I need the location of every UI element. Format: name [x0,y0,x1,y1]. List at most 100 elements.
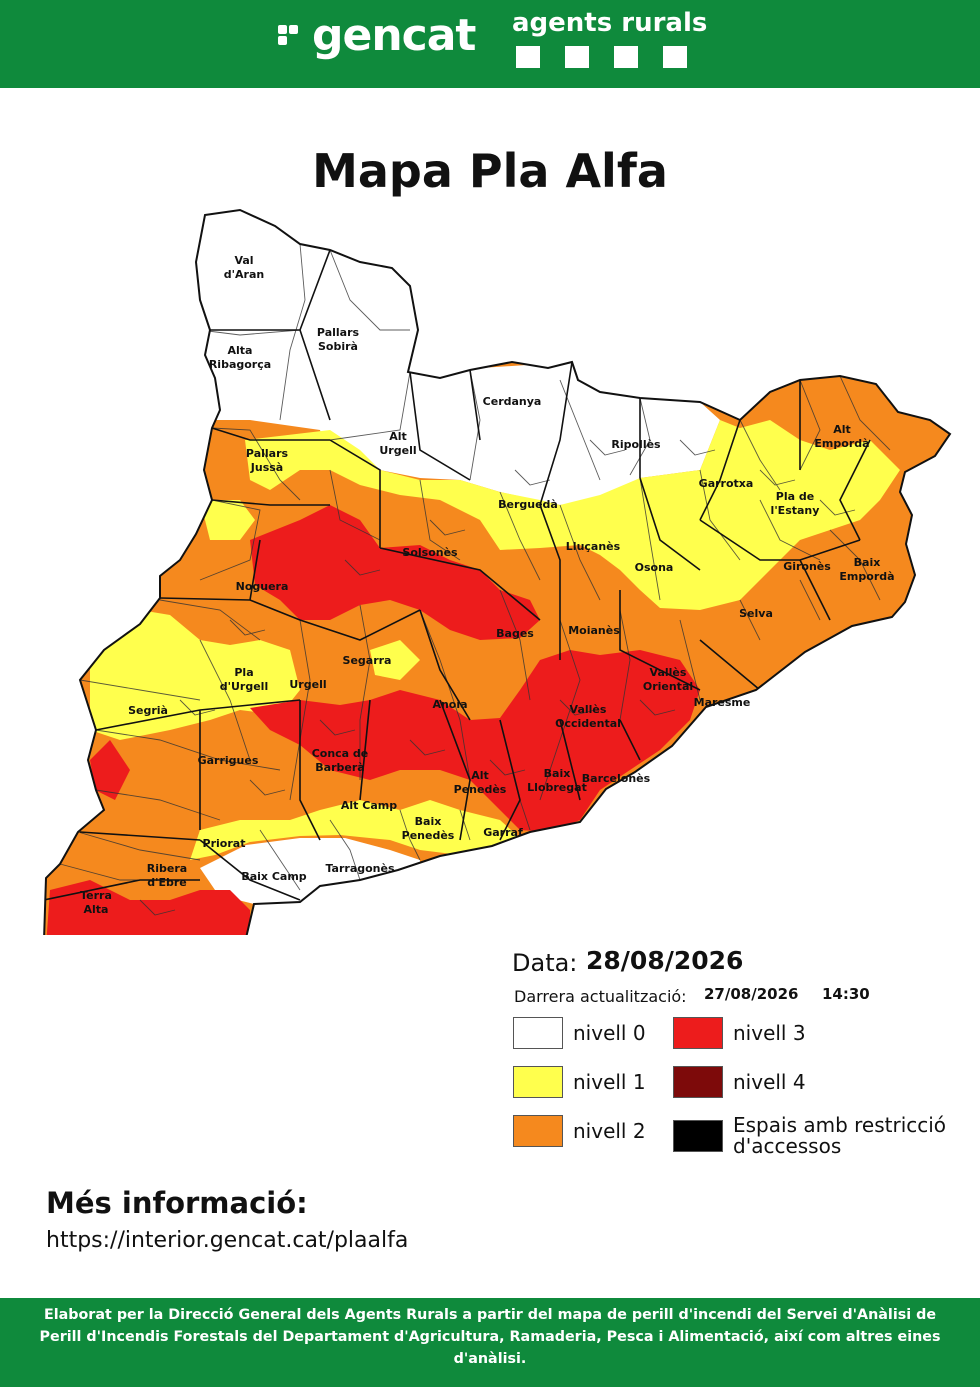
region-label: Barcelonès [582,772,651,785]
region-label: Garraf [483,826,523,839]
region-label: Cerdanya [483,395,542,408]
region-label-line: Baix [854,556,881,569]
region-label-line: Penedès [402,829,455,842]
region-label-line: Llobregat [527,781,587,794]
region-label-line: Pallars [246,447,289,460]
region-label: Ribera d'Ebre [147,862,187,889]
region-label-line: Garrotxa [699,477,754,490]
region-label-line: Cerdanya [483,395,542,408]
region-label-line: Occidental [555,717,621,730]
region-label: Moianès [568,624,620,637]
region-label-line: Gironès [783,560,831,573]
more-info-title: Més informació: [46,1186,308,1220]
region-label: Tarragonès [325,862,395,875]
legend-swatch-level-0 [513,1017,563,1049]
region-label: Alt Urgell [379,430,416,457]
region-label: Garrigues [198,754,259,767]
legend-item-level-4: nivell 4 [673,1066,806,1098]
region-label-line: Ripollès [611,438,661,451]
region-label: Solsonès [402,546,458,559]
region-label: Baix Empordà [839,556,894,583]
legend-item-level-3: nivell 3 [673,1017,806,1049]
region-label: Pla d'Urgell [220,666,268,693]
region-label: Priorat [203,837,246,850]
agents-rurals-title: agents rurals [512,8,708,38]
agents-rurals-squares-icon [516,46,687,68]
region-label-line: Solsonès [402,546,458,559]
region-label: Osona [635,561,674,574]
region-label-line: Garrigues [198,754,259,767]
region-label: Pallars Jussà [246,447,289,474]
region-label-line: Alta [84,903,109,916]
date-label: Data: [512,949,578,977]
region-label-line: Vallès [570,703,607,716]
region-label-line: Segrià [128,704,168,717]
region-label-line: Baix [544,767,571,780]
region-label-line: Barberà [315,761,364,774]
footer-bar: Elaborat per la Direcció General dels Ag… [0,1298,980,1387]
region-label: Baix Camp [241,870,306,883]
region-label-line: Tarragonès [325,862,395,875]
region-label: Vallès Oriental [643,666,693,693]
region-label: Val d'Aran [224,254,264,281]
region-label: Pallars Sobirà [317,326,360,353]
region-label-line: Penedès [454,783,507,796]
region-label-line: Osona [635,561,674,574]
region-label-line: Bages [496,627,534,640]
legend-label: nivell 0 [573,1020,646,1045]
legend-item-level-2: nivell 2 [513,1115,646,1147]
region-label: Lluçanès [566,540,621,553]
last-update-time: 14:30 [822,985,870,1003]
region-label-line: Oriental [643,680,693,693]
region-label: Garrotxa [699,477,754,490]
region-label: Vallès Occidental [555,703,621,730]
region-label-line: Noguera [236,580,289,593]
legend-label: nivell 1 [573,1069,646,1094]
region-label-line: Berguedà [498,498,558,511]
last-update-date: 27/08/2026 [704,985,799,1003]
last-update-label: Darrera actualització: [514,987,687,1006]
region-label: Urgell [289,678,326,691]
region-label: Ripollès [611,438,661,451]
region-label: Alt Penedès [454,769,507,796]
region-label: Segarra [343,654,392,667]
region-label-line: Anoia [432,698,467,711]
region-label-line: Baix [415,815,442,828]
footer-text-line: Elaborat per la Direcció General dels Ag… [43,1307,937,1323]
region-label-line: Lluçanès [566,540,621,553]
region-label: Baix Llobregat [527,767,587,794]
region-label-line: Empordà [839,570,894,583]
gencat-logo-icon [278,21,304,51]
footer-text-line: Perill d'Incendis Forestals del Departam… [39,1329,941,1345]
legend-swatch-level-1 [513,1066,563,1098]
region-label: Alt Camp [341,799,397,812]
region-label: Pla de l'Estany [771,490,820,517]
region-label-line: d'Ebre [147,876,187,889]
region-label-line: Moianès [568,624,620,637]
gencat-logo[interactable]: gencat [278,14,476,58]
region-label-line: Urgell [379,444,416,457]
region-label-line: Alt [833,423,851,436]
region-label: Maresme [694,696,751,709]
region-label-line: Garraf [483,826,523,839]
region-label-line: Pla [234,666,253,679]
region-label-line: d'Urgell [220,680,268,693]
more-info-link[interactable]: https://interior.gencat.cat/plaalfa [46,1228,409,1253]
region-label: Berguedà [498,498,558,511]
region-label-line: d'Aran [224,268,264,281]
region-label: Baix Penedès [402,815,455,842]
region-label-line: Val [234,254,253,267]
region-label-line: Vallès [650,666,687,679]
legend-label: nivell 4 [733,1069,806,1094]
region-label: Gironès [783,560,831,573]
region-label: Conca de Barberà [312,747,369,774]
region-label-line: Baix Camp [241,870,306,883]
legend-item-restricted-access: Espais amb restricció d'accessos [673,1115,953,1157]
region-label: Alt Empordà [814,423,869,450]
legend-swatch-level-2 [513,1115,563,1147]
region-label-line: Alt Camp [341,799,397,812]
region-label-line: Alt [471,769,489,782]
footer-text-line: d'anàlisi. [453,1351,527,1367]
region-label-line: Alt [389,430,407,443]
